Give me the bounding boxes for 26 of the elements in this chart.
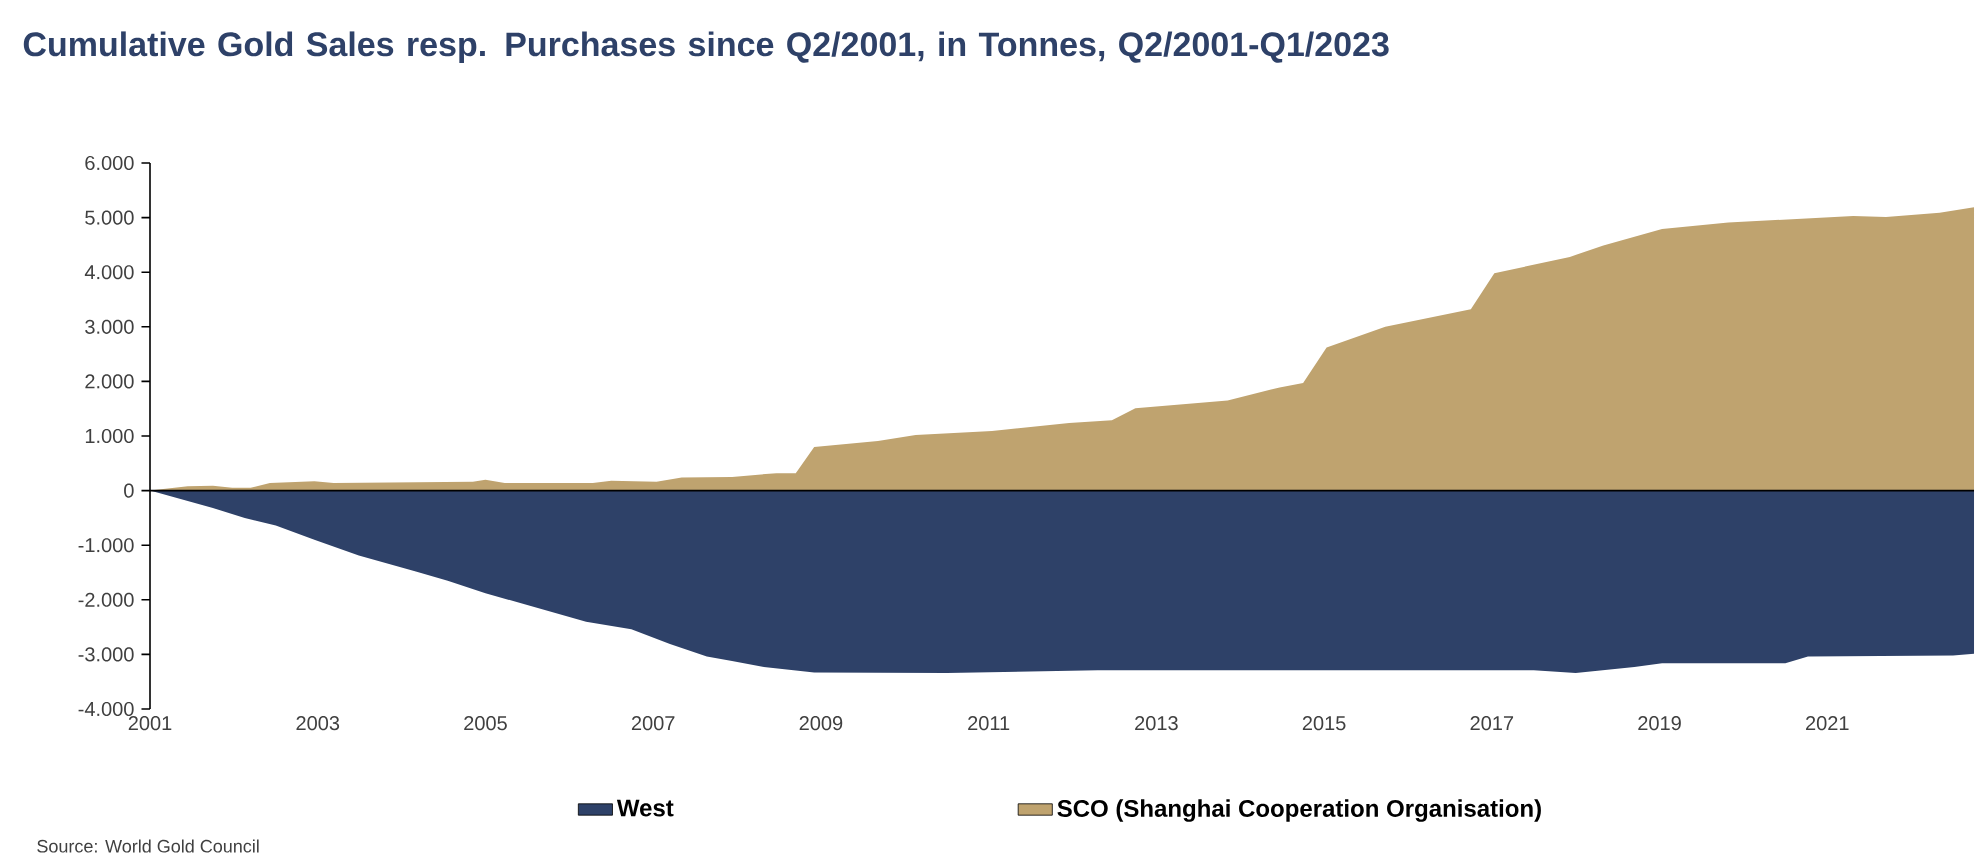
- y-tick-label: 1.000: [85, 428, 134, 444]
- x-tick-label: 2007: [631, 716, 675, 731]
- x-tick-label: 2019: [1638, 716, 1681, 731]
- x-tick-label: 2013: [1135, 716, 1178, 731]
- source-note: Source: World Gold Council: [37, 839, 259, 853]
- y-tick-label: 3.000: [85, 319, 134, 334]
- y-tick-label: 6.000: [85, 155, 134, 171]
- y-tick-label: 0: [124, 483, 134, 498]
- x-tick-label: 2005: [464, 716, 507, 731]
- x-tick-label: 2017: [1470, 716, 1514, 731]
- y-tick-label: 4.000: [84, 265, 134, 280]
- y-tick-label: -3.000: [78, 647, 134, 662]
- legend-label: West: [616, 799, 674, 817]
- x-tick-label: 2021: [1806, 716, 1849, 731]
- x-tick-label: 2003: [296, 716, 340, 731]
- y-tick-label: -2.000: [78, 592, 134, 607]
- x-tick-label: 2001: [128, 716, 172, 731]
- x-tick-label: 2011: [968, 716, 1010, 731]
- y-tick-label: 2.000: [85, 374, 134, 389]
- legend-label: SCO (Shanghai Cooperation Organisation): [1057, 799, 1541, 822]
- chart-title: Cumulative Gold Sales resp. Purchases since Q2/2001, in Tonnes, Q2/2001-Q1/2023: [23, 31, 1389, 64]
- y-tick-label: -4.000: [78, 701, 134, 717]
- x-tick-label: 2009: [799, 716, 843, 731]
- y-tick-label: 5.000: [85, 210, 134, 225]
- x-tick-label: 2015: [1302, 716, 1346, 731]
- y-tick-label: -1.000: [78, 538, 134, 553]
